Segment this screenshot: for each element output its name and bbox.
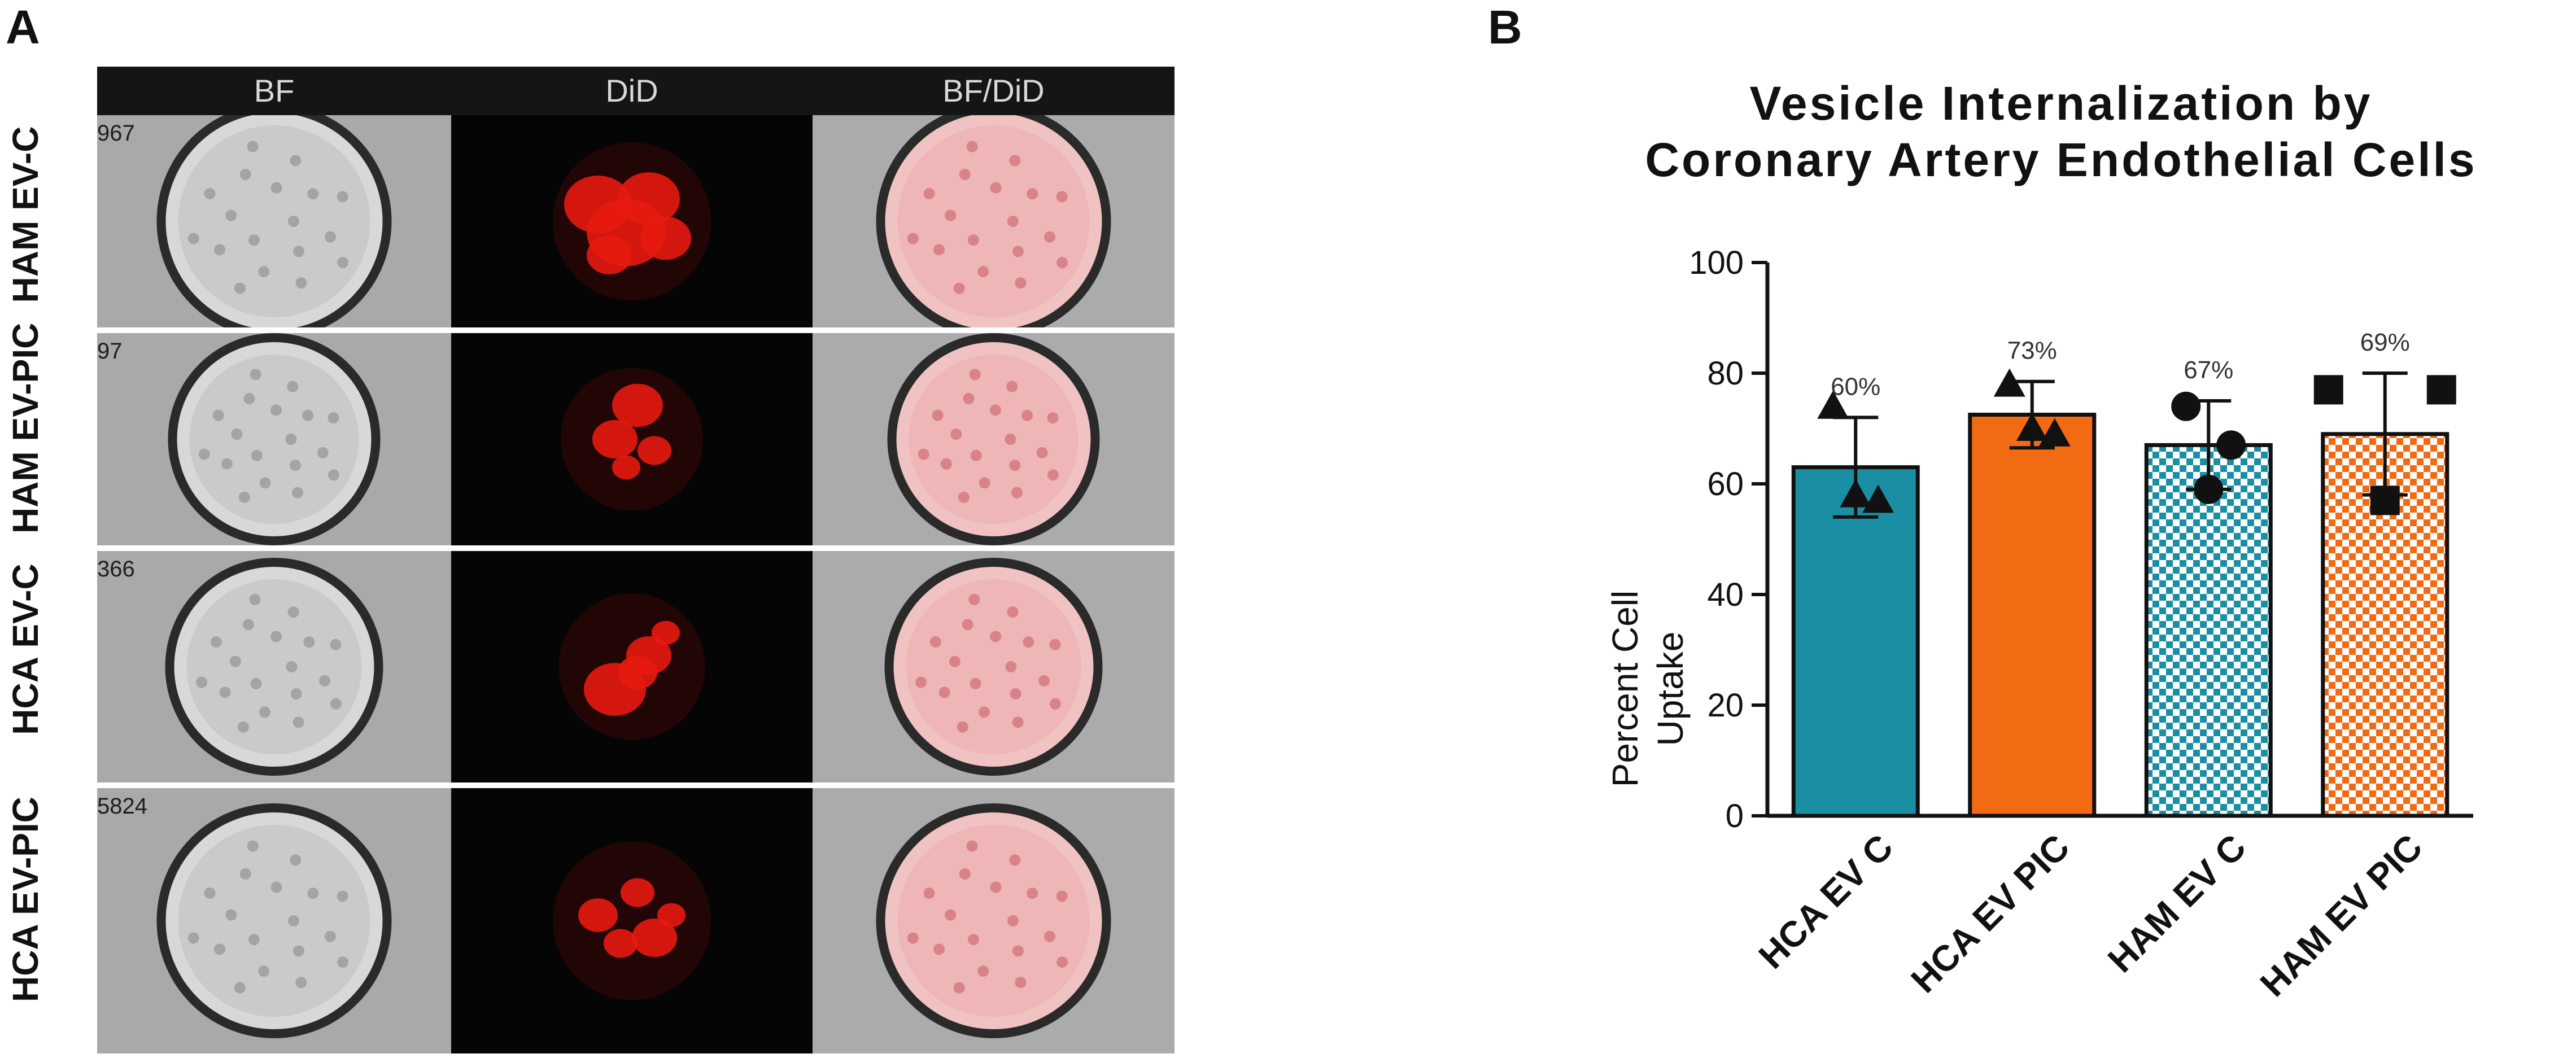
data-point-1-1 xyxy=(1817,390,1849,419)
object-id-row-1: 967 xyxy=(97,121,135,146)
image-tile-bf-row-3 xyxy=(97,551,451,782)
y-tick-label-60: 60 xyxy=(1707,466,1744,502)
x-tick-label-1: HCA EV C xyxy=(1751,827,1901,976)
image-tile-merge-row-3 xyxy=(813,551,1175,782)
data-point-2-1 xyxy=(1993,368,2025,397)
y-axis-label-line-2: Uptake xyxy=(1650,632,1691,746)
object-id-row-3: 366 xyxy=(97,557,135,582)
x-tick-label-2: HCA EV PIC xyxy=(1903,827,2077,1000)
row-label-hca-ev-c: HCA EV-C xyxy=(5,563,46,735)
data-point-2-3 xyxy=(2016,413,2048,441)
bar-1 xyxy=(1791,465,1920,818)
image-tile-bf-row-1 xyxy=(97,115,451,327)
data-point-4-2 xyxy=(2426,375,2456,405)
image-tile-merge-row-1 xyxy=(813,115,1175,327)
bar-value-label-3: 67% xyxy=(2184,356,2233,384)
column-header-did: DiD xyxy=(451,67,813,115)
y-tick-label-40: 40 xyxy=(1707,576,1744,613)
chart-title-line-2: Coronary Artery Endothelial Cells xyxy=(1645,133,2477,186)
panel-a: A BF DiD BF/DiD HAM EV-C HAM EV-PIC HCA … xyxy=(0,0,1186,1058)
image-tile-did-row-1 xyxy=(451,115,813,327)
bar-value-label-2: 73% xyxy=(2007,337,2057,365)
image-tile-merge-row-4 xyxy=(813,788,1175,1053)
image-tile-merge-row-2 xyxy=(813,333,1175,545)
image-tile-bf-row-2 xyxy=(97,333,451,545)
bar-2 xyxy=(1968,413,2097,818)
data-point-1-3 xyxy=(1840,479,1872,508)
y-tick-label-20: 20 xyxy=(1707,687,1744,724)
object-id-row-2: 97 xyxy=(97,339,123,364)
row-label-ham-ev-pic: HAM EV-PIC xyxy=(5,322,46,534)
object-id-row-4: 5824 xyxy=(97,794,147,819)
chart-title-line-1: Vesicle Internalization by xyxy=(1749,79,2372,130)
data-point-3-3 xyxy=(2194,474,2224,504)
y-tick-label-0: 0 xyxy=(1726,798,1744,834)
x-tick-label-4: HAM EV PIC xyxy=(2252,827,2430,1004)
image-tile-bf-row-4 xyxy=(97,788,451,1053)
panel-letter-a: A xyxy=(6,1,40,54)
y-axis-label-line-1: Percent Cell xyxy=(1605,591,1645,788)
image-tile-did-row-4 xyxy=(451,788,813,1053)
row-label-ham-ev-c: HAM EV-C xyxy=(5,126,46,303)
data-point-3-2 xyxy=(2216,430,2246,460)
uptake-bar-chart: Vesicle Internalization by Coronary Arte… xyxy=(1605,79,2477,1004)
row-label-hca-ev-pic: HCA EV-PIC xyxy=(5,797,46,1002)
y-tick-label-80: 80 xyxy=(1707,355,1744,392)
data-point-3-1 xyxy=(2171,391,2201,421)
column-header-bf: BF xyxy=(97,67,451,115)
data-point-4-1 xyxy=(2313,375,2343,405)
image-tile-did-row-3 xyxy=(451,551,813,782)
panel-letter-b: B xyxy=(1488,1,1522,54)
data-point-4-3 xyxy=(2370,486,2400,515)
column-header-bf-did: BF/DiD xyxy=(813,67,1175,115)
x-tick-label-3: HAM EV C xyxy=(2100,827,2254,980)
bar-value-label-1: 60% xyxy=(1831,373,1880,400)
bar-value-label-4: 69% xyxy=(2360,329,2410,356)
y-tick-label-100: 100 xyxy=(1689,244,1744,281)
image-tile-did-row-2 xyxy=(451,333,813,545)
